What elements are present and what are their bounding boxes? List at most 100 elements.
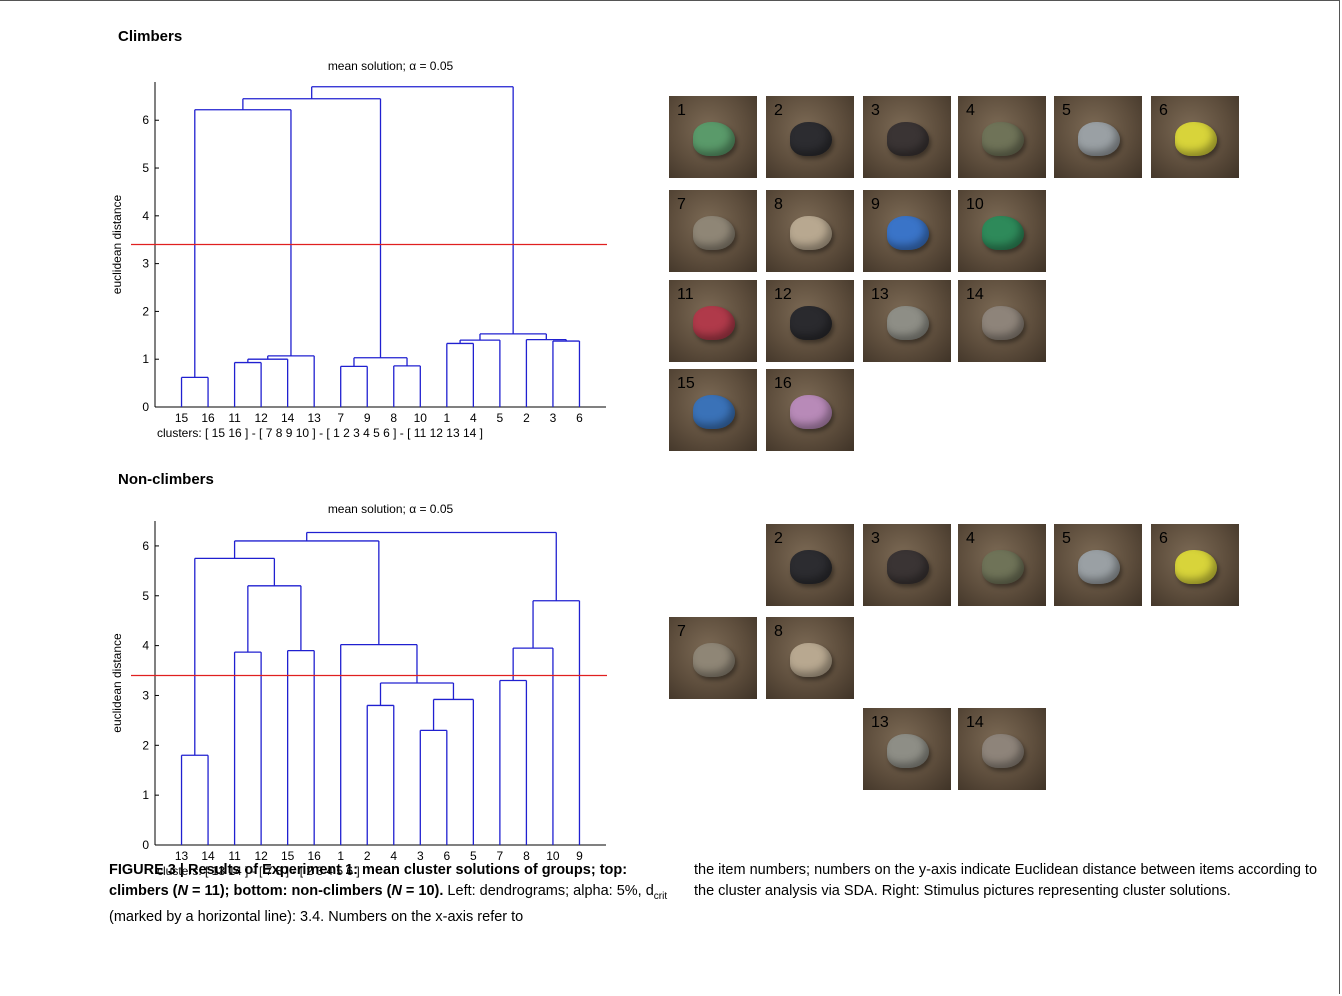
stimulus-number: 2 — [774, 530, 783, 547]
leaf-label: 7 — [497, 849, 504, 863]
y-tick-label: 4 — [142, 209, 149, 223]
climbing-hold-icon — [887, 550, 929, 584]
leaf-label: 14 — [281, 411, 295, 425]
stimulus-number: 7 — [677, 623, 686, 640]
leaf-label: 5 — [497, 411, 504, 425]
climbing-hold-icon — [790, 550, 832, 584]
clusters-label: clusters: [ 15 16 ] - [ 7 8 9 10 ] - [ 1… — [157, 426, 483, 440]
climbing-hold-icon — [887, 734, 929, 768]
caption-n-symbol: N — [177, 883, 188, 899]
caption-left: FIGURE 3 | Results of Experiment 1: mean… — [109, 860, 669, 928]
stimulus-number: 11 — [677, 286, 694, 303]
stimulus-picture-11: 11 — [669, 280, 757, 362]
stimulus-picture-4: 4 — [958, 96, 1046, 178]
leaf-label: 10 — [414, 411, 428, 425]
leaf-label: 6 — [443, 849, 450, 863]
leaf-label: 2 — [523, 411, 530, 425]
leaf-label: 13 — [307, 411, 321, 425]
y-tick-label: 3 — [142, 688, 149, 702]
stimulus-number: 16 — [774, 375, 792, 392]
climbing-hold-icon — [693, 643, 735, 677]
caption-right: the item numbers; numbers on the y-axis … — [694, 862, 1318, 899]
leaf-label: 3 — [417, 849, 424, 863]
stimulus-picture-14: 14 — [958, 280, 1046, 362]
caption-dcrit-sub: crit — [653, 890, 668, 902]
climbing-hold-icon — [887, 216, 929, 250]
leaf-label: 7 — [337, 411, 344, 425]
caption-text-1: Left: dendrograms; alpha: 5%, d — [443, 883, 654, 899]
climbing-hold-icon — [790, 643, 832, 677]
stimulus-picture-8: 8 — [766, 190, 854, 272]
y-tick-label: 5 — [142, 161, 149, 175]
climbers-heading: Climbers — [118, 28, 183, 45]
stimulus-number: 3 — [871, 530, 880, 547]
y-tick-label: 2 — [142, 304, 149, 318]
stimulus-number: 1 — [677, 102, 686, 119]
climbing-hold-icon — [1078, 122, 1120, 156]
y-tick-label: 6 — [142, 539, 149, 553]
climbing-hold-icon — [693, 216, 735, 250]
stimulus-number: 7 — [677, 196, 686, 213]
leaf-label: 11 — [228, 411, 241, 425]
climbing-hold-icon — [982, 122, 1024, 156]
climbing-hold-icon — [790, 122, 832, 156]
y-tick-label: 0 — [142, 400, 149, 414]
dendrogram-title: mean solution; α = 0.05 — [328, 59, 454, 73]
climbers-dendrogram: mean solution; α = 0.05 0 1 2 3 4 5 6 euclidean … — [110, 52, 650, 452]
stimulus-picture-3: 3 — [863, 96, 951, 178]
y-axis-label: euclidean distance — [110, 633, 124, 733]
dendrogram-title: mean solution; α = 0.05 — [328, 502, 454, 516]
climbing-hold-icon — [982, 734, 1024, 768]
stimulus-picture-2: 2 — [766, 96, 854, 178]
stimulus-picture-13: 13 — [863, 280, 951, 362]
caption-text-2: (marked by a horizontal line): 3.4. Numb… — [109, 908, 524, 925]
climbing-hold-icon — [982, 306, 1024, 340]
stimulus-picture-10: 10 — [958, 190, 1046, 272]
leaf-label: 4 — [390, 849, 397, 863]
leaf-label: 1 — [337, 849, 344, 863]
leaf-label: 12 — [254, 849, 268, 863]
climbing-hold-icon — [1078, 550, 1120, 584]
stimulus-picture-14: 14 — [958, 708, 1046, 790]
stimulus-picture-16: 16 — [766, 369, 854, 451]
leaf-label: 6 — [576, 411, 583, 425]
stimulus-picture-5: 5 — [1054, 524, 1142, 606]
leaf-label: 15 — [281, 849, 295, 863]
leaf-label: 1 — [443, 411, 450, 425]
stimulus-picture-12: 12 — [766, 280, 854, 362]
y-tick-label: 6 — [142, 113, 149, 127]
caption-n1-rest: = 11); bottom: non-climbers ( — [187, 883, 392, 899]
stimulus-picture-6: 6 — [1151, 524, 1239, 606]
leaf-label: 9 — [364, 411, 371, 425]
climbing-hold-icon — [790, 306, 832, 340]
y-tick-label: 0 — [142, 838, 149, 852]
stimulus-number: 6 — [1159, 102, 1168, 119]
climbing-hold-icon — [1175, 550, 1217, 584]
leaf-label: 8 — [390, 411, 397, 425]
nonclimbers-dendrogram-svg: mean solution; α = 0.050123456euclidean … — [110, 502, 607, 878]
stimulus-number: 8 — [774, 623, 783, 640]
caption-figure-label: FIGURE 3 | Results of Experiment 1: mean… — [109, 862, 628, 899]
climbing-hold-icon — [693, 122, 735, 156]
stimulus-number: 6 — [1159, 530, 1168, 547]
stimulus-number: 5 — [1062, 102, 1071, 119]
stimulus-number: 12 — [774, 286, 792, 303]
climbing-hold-icon — [790, 216, 832, 250]
stimulus-picture-6: 6 — [1151, 96, 1239, 178]
y-tick-label: 1 — [142, 352, 149, 366]
stimulus-number: 15 — [677, 375, 695, 392]
climbing-hold-icon — [790, 395, 832, 429]
climbing-hold-icon — [887, 306, 929, 340]
leaf-label: 10 — [546, 849, 560, 863]
stimulus-number: 13 — [871, 286, 889, 303]
stimulus-number: 14 — [966, 286, 984, 303]
stimulus-picture-2: 2 — [766, 524, 854, 606]
leaf-label: 15 — [175, 411, 189, 425]
clusters-label: clusters: [ 13 14 ] - [ 7 8 ] - [ 2 3 4 … — [157, 864, 360, 878]
stimulus-number: 9 — [871, 196, 880, 213]
leaf-label: 16 — [201, 411, 215, 425]
y-tick-label: 3 — [142, 257, 149, 271]
stimulus-picture-15: 15 — [669, 369, 757, 451]
leaf-label: 11 — [228, 849, 241, 863]
